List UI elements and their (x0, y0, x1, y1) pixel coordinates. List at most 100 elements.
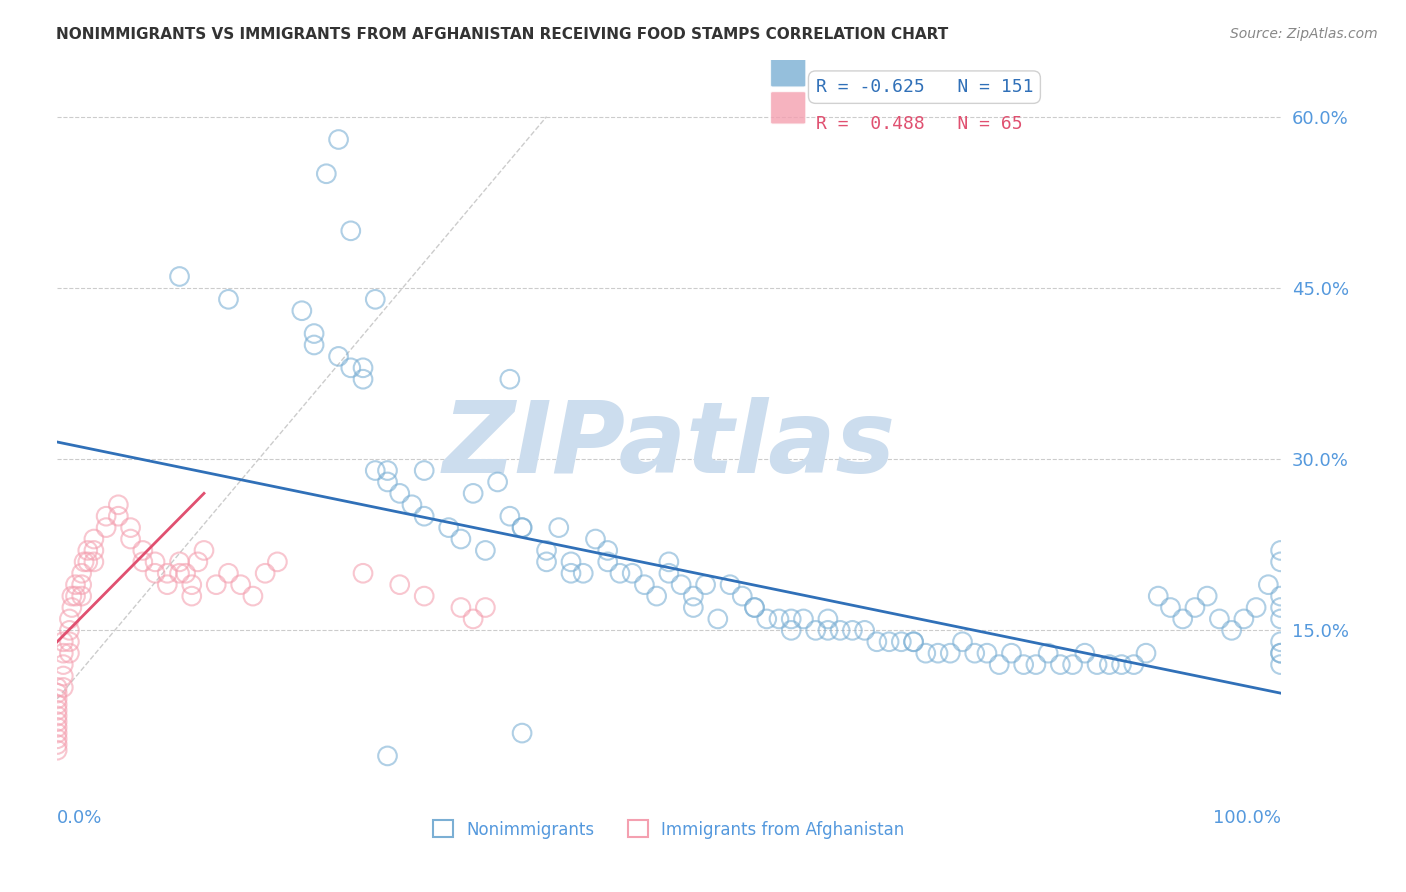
Point (1270, 646, 1292, 660)
Point (853, 624, 876, 638)
Point (254, 566, 277, 581)
Point (46, 698, 69, 712)
Point (180, 577, 202, 591)
FancyBboxPatch shape (770, 92, 806, 124)
Point (339, 224, 361, 238)
Point (572, 566, 595, 581)
Point (413, 464, 436, 478)
Point (120, 532, 142, 546)
Point (560, 555, 582, 569)
Point (1036, 646, 1059, 660)
Point (596, 555, 619, 569)
Point (315, 167, 337, 181)
Point (83, 532, 105, 546)
Point (682, 600, 704, 615)
Point (547, 520, 569, 534)
Point (486, 475, 509, 489)
Point (52, 669, 75, 683)
Point (474, 600, 496, 615)
Point (1049, 657, 1071, 672)
Point (58, 612, 80, 626)
Point (510, 520, 533, 534)
Point (1270, 589, 1292, 603)
Text: 0.0%: 0.0% (58, 809, 103, 827)
Point (174, 566, 197, 581)
Point (510, 726, 533, 740)
Point (437, 520, 460, 534)
Point (621, 566, 644, 581)
Point (1159, 600, 1181, 615)
Point (914, 646, 936, 660)
Point (60, 589, 83, 603)
Point (817, 624, 839, 638)
Point (328, 132, 350, 146)
Point (46, 731, 69, 746)
Point (107, 498, 129, 512)
Point (143, 555, 166, 569)
Point (76, 555, 98, 569)
Point (58, 624, 80, 638)
Point (1098, 657, 1121, 672)
Point (903, 634, 925, 648)
Text: R =  0.488   N = 65: R = 0.488 N = 65 (815, 115, 1022, 133)
Point (474, 543, 496, 558)
Point (755, 612, 778, 626)
Point (792, 612, 814, 626)
Point (718, 577, 741, 591)
Point (890, 634, 912, 648)
Point (450, 600, 472, 615)
Point (70, 589, 93, 603)
Text: R = -0.625   N = 151: R = -0.625 N = 151 (815, 78, 1033, 96)
Point (1085, 657, 1108, 672)
Point (169, 269, 191, 284)
Point (217, 293, 239, 307)
Point (46, 726, 69, 740)
Point (1171, 612, 1194, 626)
Point (877, 634, 900, 648)
Point (187, 555, 209, 569)
Point (169, 566, 191, 581)
Point (94, 509, 117, 524)
Point (1012, 657, 1035, 672)
Point (817, 612, 839, 626)
Point (1270, 657, 1292, 672)
Point (46, 691, 69, 706)
Point (83, 543, 105, 558)
Point (60, 600, 83, 615)
Point (768, 612, 790, 626)
Point (744, 600, 766, 615)
Point (377, 475, 399, 489)
Point (46, 681, 69, 695)
Point (658, 555, 681, 569)
Point (1025, 657, 1047, 672)
Point (536, 555, 558, 569)
Point (377, 464, 399, 478)
Point (143, 566, 166, 581)
Point (695, 577, 717, 591)
Point (780, 624, 803, 638)
Point (401, 498, 423, 512)
Point (352, 566, 374, 581)
Point (952, 634, 974, 648)
Point (1197, 589, 1219, 603)
Point (645, 589, 668, 603)
Point (107, 509, 129, 524)
Point (413, 589, 436, 603)
Point (205, 577, 228, 591)
Point (1122, 657, 1144, 672)
Point (499, 509, 522, 524)
Point (1244, 600, 1267, 615)
Point (1184, 600, 1206, 615)
Point (1270, 634, 1292, 648)
Point (46, 743, 69, 757)
Text: Source: ZipAtlas.com: Source: ZipAtlas.com (1230, 27, 1378, 41)
Point (866, 634, 889, 648)
Point (65, 577, 87, 591)
Point (242, 589, 264, 603)
Point (1270, 555, 1292, 569)
Point (830, 624, 852, 638)
Point (180, 589, 202, 603)
Point (73, 555, 96, 569)
Point (510, 520, 533, 534)
Point (76, 543, 98, 558)
